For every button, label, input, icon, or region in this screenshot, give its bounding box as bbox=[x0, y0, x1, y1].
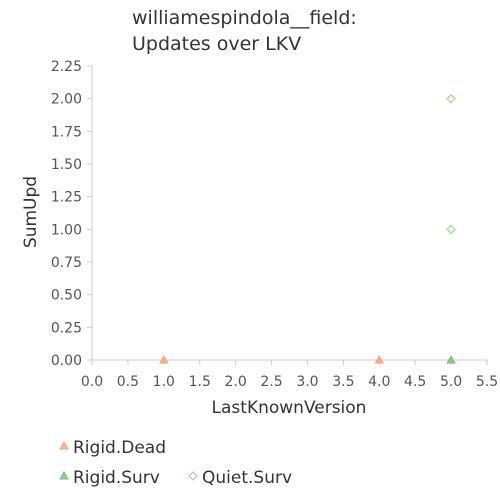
x-tick-label: 1.5 bbox=[189, 374, 211, 390]
y-tick-labels: 0.00 0.25 0.50 0.75 1.00 1.25 1.50 1.75 2.00 2.25 bbox=[51, 59, 92, 369]
legend-label-rigid-surv: Rigid.Surv bbox=[73, 468, 160, 488]
legend-marker-rigid-surv bbox=[59, 470, 69, 480]
y-tick-label: 0.25 bbox=[51, 320, 82, 336]
axes bbox=[91, 66, 487, 361]
chart-title-line-1: williamespindola__field: bbox=[132, 7, 357, 29]
x-tick-label: 5.0 bbox=[440, 374, 462, 390]
point-quiet-surv bbox=[446, 224, 457, 235]
y-tick-label: 0.00 bbox=[51, 353, 82, 369]
y-tick-label: 0.50 bbox=[51, 288, 82, 304]
x-tick-label: 3.5 bbox=[332, 374, 354, 390]
legend-marker-quiet-surv bbox=[188, 471, 198, 481]
y-tick-label: 1.00 bbox=[51, 222, 82, 238]
point-rigid-dead bbox=[374, 354, 385, 364]
chart-title-line-2: Updates over LKV bbox=[132, 33, 301, 55]
y-tick-label: 1.75 bbox=[51, 124, 82, 140]
x-tick-label: 5.5 bbox=[476, 374, 498, 390]
y-tick-label: 2.25 bbox=[51, 59, 82, 75]
chart-title: williamespindola__field: Updates over LK… bbox=[132, 7, 357, 55]
data-points bbox=[158, 93, 457, 364]
x-tick-label: 2.0 bbox=[225, 374, 247, 390]
point-quiet-surv bbox=[446, 93, 457, 104]
legend-marker-rigid-dead bbox=[59, 440, 69, 450]
x-tick-label: 4.5 bbox=[404, 374, 426, 390]
point-rigid-dead bbox=[158, 354, 169, 364]
x-tick-labels: 0.0 0.5 1.0 1.5 2.0 2.5 3.0 3.5 4.0 4.5 5.0 5.5 bbox=[81, 360, 498, 390]
y-tick-label: 2.00 bbox=[51, 92, 82, 108]
y-axis-title: SumUpd bbox=[21, 176, 41, 248]
x-tick-label: 4.0 bbox=[368, 374, 390, 390]
x-tick-label: 1.0 bbox=[153, 374, 175, 390]
legend-label-quiet-surv: Quiet.Surv bbox=[202, 468, 292, 488]
x-tick-label: 2.5 bbox=[260, 374, 282, 390]
y-tick-label: 1.25 bbox=[51, 190, 82, 206]
legend: Rigid.Dead Rigid.Surv Quiet.Surv bbox=[59, 438, 292, 488]
x-tick-label: 0.0 bbox=[81, 374, 103, 390]
x-axis-title: LastKnownVersion bbox=[212, 398, 367, 418]
point-rigid-surv bbox=[446, 354, 456, 364]
y-tick-label: 1.50 bbox=[51, 157, 82, 173]
x-tick-label: 0.5 bbox=[117, 374, 139, 390]
x-tick-label: 3.0 bbox=[296, 374, 318, 390]
legend-label-rigid-dead: Rigid.Dead bbox=[73, 438, 166, 458]
y-tick-label: 0.75 bbox=[51, 255, 82, 271]
